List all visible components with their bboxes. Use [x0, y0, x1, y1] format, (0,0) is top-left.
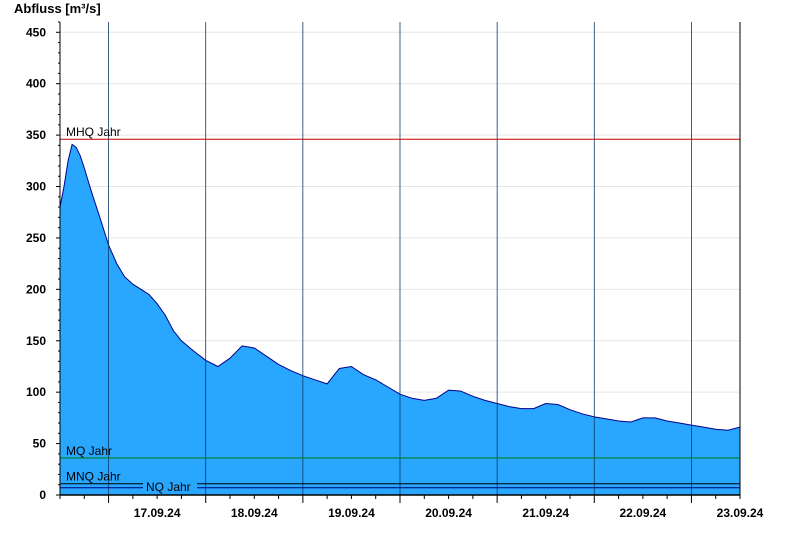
y-tick-label: 400 — [26, 77, 46, 91]
y-tick-label: 450 — [26, 25, 46, 39]
x-tick-label: 19.09.24 — [328, 506, 375, 520]
x-tick-label: 18.09.24 — [231, 506, 278, 520]
y-tick-label: 250 — [26, 231, 46, 245]
y-tick-label: 300 — [26, 180, 46, 194]
ref-label-bg — [143, 479, 197, 492]
x-tick-label: 21.09.24 — [522, 506, 569, 520]
y-tick-label: 350 — [26, 128, 46, 142]
x-tick-label: 22.09.24 — [619, 506, 666, 520]
discharge-area — [60, 144, 740, 495]
y-tick-label: 50 — [33, 437, 47, 451]
y-tick-label: 150 — [26, 334, 46, 348]
x-tick-label: 23.09.24 — [717, 506, 764, 520]
ref-label: MQ Jahr — [66, 444, 112, 458]
y-axis-label: Abfluss [m³/s] — [14, 1, 101, 16]
x-tick-label: 20.09.24 — [425, 506, 472, 520]
ref-label: MHQ Jahr — [66, 125, 121, 139]
y-tick-label: 200 — [26, 282, 46, 296]
discharge-line — [59, 143, 741, 431]
ref-label: MNQ Jahr — [66, 470, 121, 484]
x-tick-label: 17.09.24 — [134, 506, 181, 520]
y-tick-label: 0 — [39, 488, 46, 502]
y-tick-label: 100 — [26, 385, 46, 399]
ref-label: NQ Jahr — [146, 480, 191, 494]
